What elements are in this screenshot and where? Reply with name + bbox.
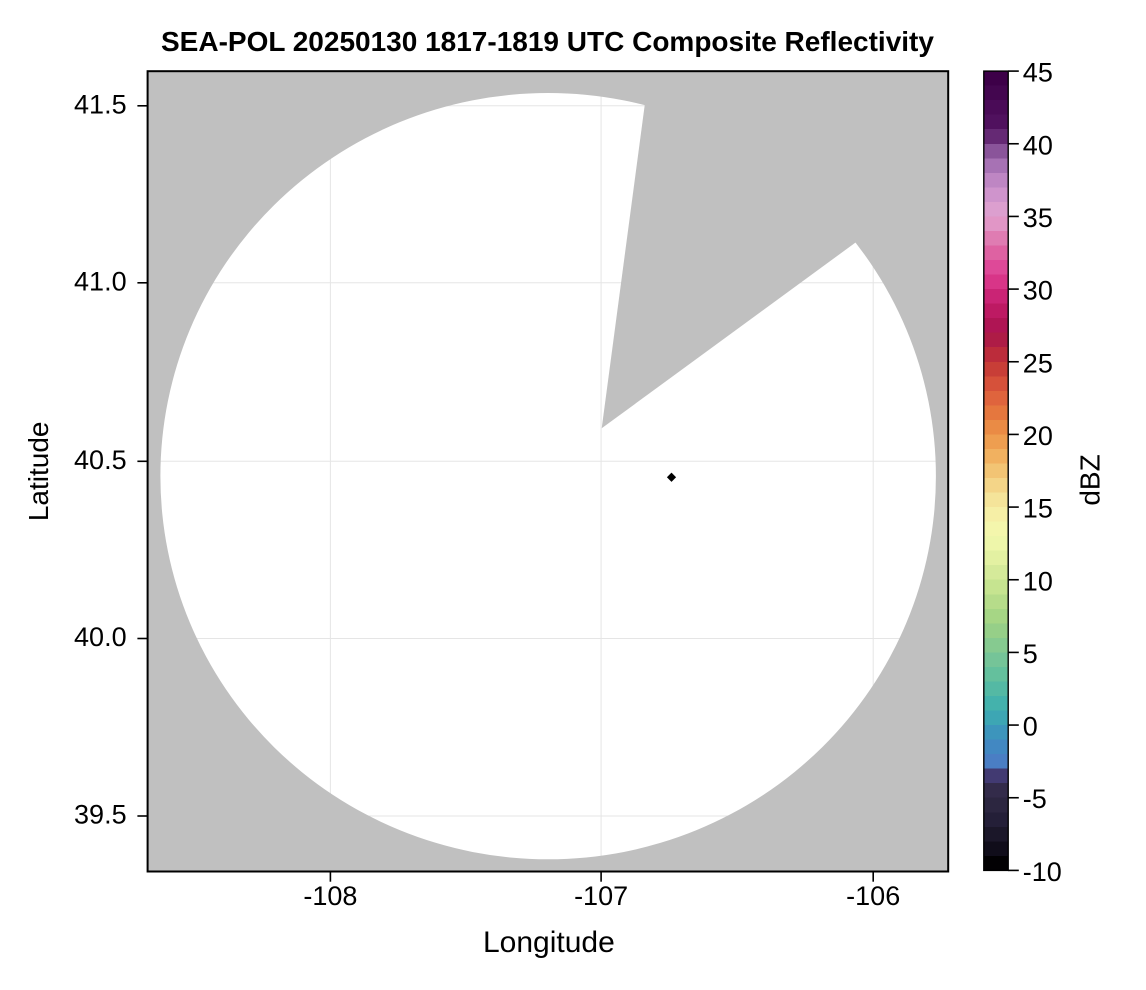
svg-text:35: 35: [1023, 203, 1053, 233]
svg-text:15: 15: [1023, 494, 1053, 524]
svg-text:39.5: 39.5: [74, 800, 127, 830]
svg-text:Longitude: Longitude: [483, 926, 615, 959]
svg-text:41.5: 41.5: [74, 90, 127, 120]
svg-text:-5: -5: [1023, 784, 1047, 814]
svg-text:-10: -10: [1023, 857, 1062, 887]
svg-text:40: 40: [1023, 130, 1053, 160]
svg-text:20: 20: [1023, 421, 1053, 451]
svg-text:40.5: 40.5: [74, 445, 127, 475]
svg-text:41.0: 41.0: [74, 267, 127, 297]
svg-text:5: 5: [1023, 639, 1038, 669]
svg-text:0: 0: [1023, 712, 1038, 742]
svg-text:-107: -107: [574, 881, 628, 911]
svg-text:Latitude: Latitude: [23, 422, 54, 522]
svg-text:40.0: 40.0: [74, 622, 127, 652]
svg-text:25: 25: [1023, 348, 1053, 378]
svg-text:-106: -106: [846, 881, 900, 911]
svg-text:dBZ: dBZ: [1075, 454, 1106, 505]
svg-text:45: 45: [1023, 58, 1053, 88]
svg-text:-108: -108: [303, 881, 357, 911]
svg-text:10: 10: [1023, 566, 1053, 596]
svg-text:30: 30: [1023, 276, 1053, 306]
